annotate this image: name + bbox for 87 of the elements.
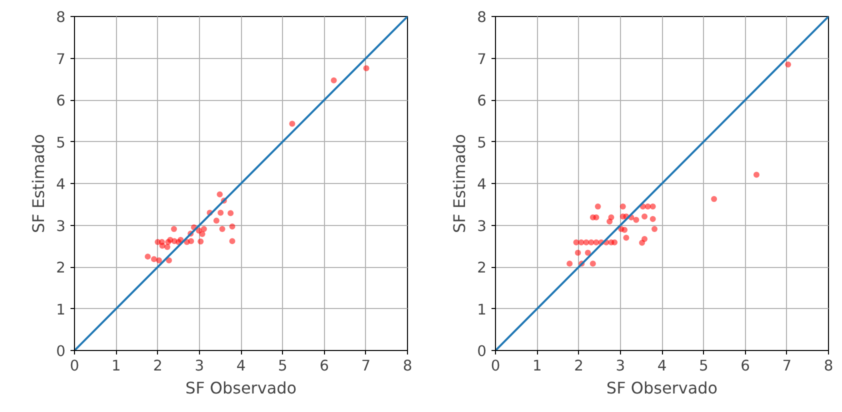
point: [644, 203, 651, 210]
point: [578, 239, 584, 246]
point: [166, 257, 172, 264]
x-tick-label: 5: [698, 358, 708, 374]
y-tick-label: 3: [56, 218, 66, 235]
point: [363, 65, 370, 72]
point: [219, 226, 226, 232]
y-tick-label: 7: [56, 50, 66, 68]
y-axis-title: SF Estimado: [450, 134, 470, 233]
x-tick-label: 2: [574, 358, 584, 374]
point: [590, 260, 596, 267]
x-tick-label: 3: [194, 358, 204, 374]
point: [199, 231, 206, 238]
y-tick-label: 6: [56, 92, 66, 110]
x-tick-label: 4: [657, 358, 667, 374]
y-tick-label: 4: [477, 176, 487, 193]
point: [652, 226, 658, 232]
point: [289, 120, 296, 127]
y-tick-label: 6: [477, 92, 487, 110]
y-tick-label: 1: [477, 301, 487, 318]
point: [633, 216, 640, 223]
point: [156, 257, 162, 264]
y-tick-label: 4: [56, 176, 66, 193]
point: [623, 234, 630, 241]
x-tick-label: 0: [70, 358, 80, 374]
point: [228, 210, 234, 216]
y-tick-label: 3: [477, 218, 487, 235]
point: [593, 239, 600, 246]
point: [583, 239, 590, 246]
x-tick-label: 1: [532, 358, 542, 374]
point: [229, 238, 236, 244]
x-tick-label: 4: [236, 358, 246, 374]
point: [785, 62, 792, 68]
point: [639, 240, 646, 246]
x-tick-label: 8: [402, 358, 412, 374]
point: [151, 256, 158, 262]
point: [642, 213, 648, 220]
point: [606, 218, 613, 224]
y-tick-label: 5: [477, 134, 487, 152]
y-tick-label: 2: [56, 260, 66, 276]
x-tick-label: 5: [278, 358, 288, 374]
x-tick-label: 6: [320, 358, 329, 374]
point: [330, 77, 337, 84]
x-axis-title: SF Observado: [185, 378, 297, 398]
x-tick-label: 2: [153, 358, 162, 374]
point: [594, 203, 601, 210]
point: [650, 203, 656, 210]
y-tick-label: 0: [56, 343, 66, 360]
point: [650, 216, 656, 222]
y-axis-title: SF Estimado: [29, 134, 48, 233]
point: [584, 250, 591, 256]
point: [229, 224, 236, 230]
y-tick-label: 1: [56, 301, 66, 318]
point: [198, 238, 204, 245]
point: [711, 196, 718, 202]
x-tick-label: 7: [782, 358, 792, 374]
y-tick-label: 8: [56, 9, 66, 26]
point: [170, 226, 177, 232]
point: [612, 239, 618, 246]
point: [213, 218, 220, 224]
x-tick-label: 0: [490, 358, 500, 374]
y-tick-label: 2: [477, 260, 487, 276]
x-tick-label: 8: [824, 358, 834, 374]
point: [200, 226, 207, 232]
x-tick-label: 3: [616, 358, 626, 374]
point: [622, 226, 628, 233]
point: [144, 254, 151, 260]
point: [620, 203, 626, 210]
point: [218, 210, 224, 216]
y-tick-label: 7: [477, 50, 487, 68]
point: [154, 238, 161, 245]
point: [188, 238, 194, 244]
point: [753, 172, 760, 178]
point: [159, 242, 166, 249]
point: [216, 191, 223, 198]
y-tick-label: 0: [477, 343, 487, 360]
point: [574, 250, 581, 256]
x-axis-title: SF Observado: [606, 378, 718, 398]
point: [164, 244, 170, 250]
point: [566, 260, 573, 267]
point: [593, 214, 600, 220]
x-tick-label: 1: [111, 358, 121, 374]
y-tick-label: 8: [477, 9, 487, 26]
y-tick-label: 5: [56, 134, 66, 152]
x-tick-label: 6: [740, 358, 750, 374]
point: [573, 239, 580, 246]
x-tick-label: 7: [361, 358, 371, 374]
